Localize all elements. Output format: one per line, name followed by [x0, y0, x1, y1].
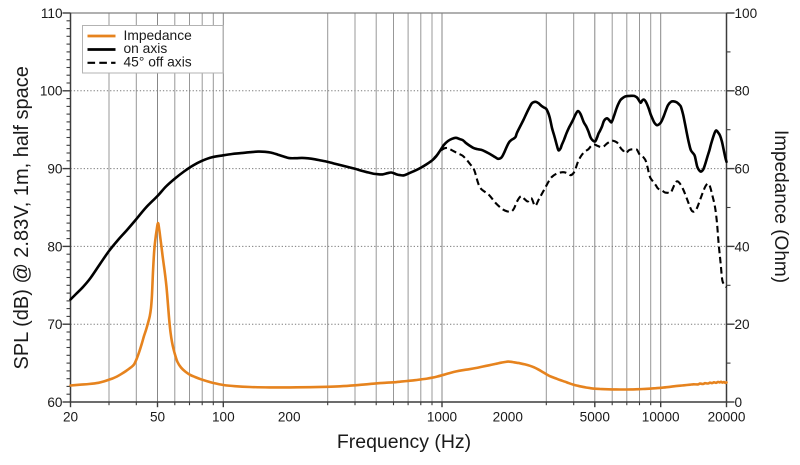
svg-text:10000: 10000	[642, 409, 680, 424]
svg-text:20: 20	[735, 317, 751, 332]
svg-text:40: 40	[735, 239, 751, 254]
svg-text:Impedance: Impedance	[124, 28, 193, 43]
svg-text:100: 100	[735, 6, 758, 21]
svg-text:60: 60	[735, 162, 751, 177]
svg-text:100: 100	[212, 409, 235, 424]
svg-text:0: 0	[735, 395, 743, 410]
svg-text:5000: 5000	[580, 409, 611, 424]
svg-text:110: 110	[41, 6, 63, 21]
svg-text:45° off axis: 45° off axis	[124, 55, 192, 70]
svg-text:1000: 1000	[427, 409, 458, 424]
svg-text:on axis: on axis	[124, 41, 168, 56]
svg-text:50: 50	[150, 409, 166, 424]
svg-text:90: 90	[47, 162, 63, 177]
svg-text:80: 80	[47, 239, 63, 254]
svg-text:80: 80	[735, 84, 751, 99]
svg-text:SPL (dB) @ 2.83V, 1m, half spa: SPL (dB) @ 2.83V, 1m, half space	[11, 66, 33, 369]
svg-text:20: 20	[63, 409, 79, 424]
svg-text:200: 200	[278, 409, 301, 424]
svg-text:60: 60	[47, 395, 63, 410]
svg-text:Impedance (Ohm): Impedance (Ohm)	[770, 130, 791, 283]
svg-text:20000: 20000	[708, 409, 746, 424]
svg-text:100: 100	[40, 84, 63, 99]
svg-text:Frequency (Hz): Frequency (Hz)	[337, 431, 471, 453]
svg-text:2000: 2000	[493, 409, 524, 424]
svg-text:70: 70	[47, 317, 63, 332]
